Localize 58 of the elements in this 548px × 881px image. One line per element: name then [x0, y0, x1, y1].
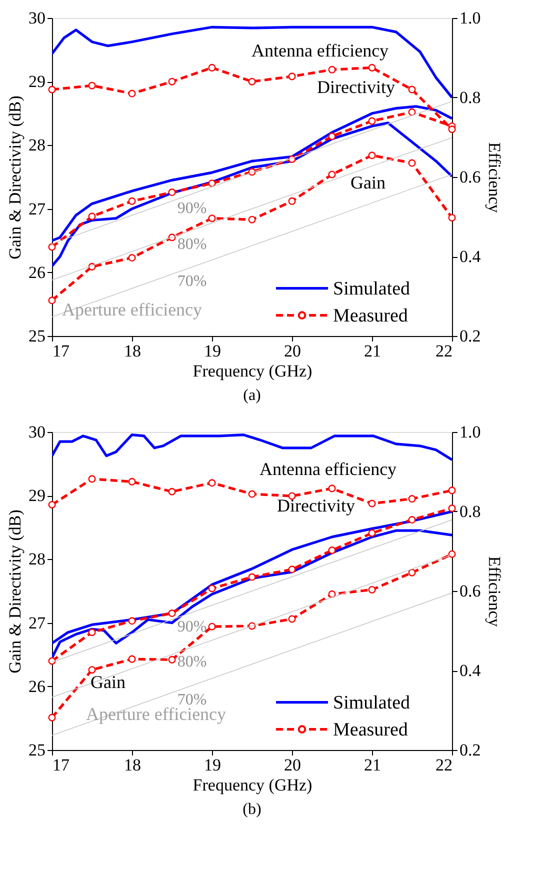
y-axis-title: Gain & Directivity (dB)	[6, 96, 24, 260]
y2-tick-label: 0.6	[460, 168, 481, 186]
y2-axis-title: Efficiency	[484, 556, 504, 628]
y2-tick-label: 0.2	[460, 740, 481, 760]
text: (b)	[242, 801, 262, 818]
y2-tick-label: 0.2	[460, 326, 481, 346]
legend-label: Simulated	[333, 692, 411, 714]
legend-label: Measured	[333, 719, 408, 740]
y2-tick-label: 1.0	[460, 8, 481, 28]
x-tick-label: 17	[52, 756, 70, 774]
y2-tick-label: 0.8	[460, 88, 481, 107]
legend-label: Measured	[333, 305, 408, 326]
annotation: Aperture efficiency	[62, 300, 202, 320]
x-tick-label: 18	[124, 756, 141, 774]
series-label: 70%	[177, 273, 207, 290]
x-axis-title: Frequency (GHz)	[192, 776, 312, 794]
x-tick-label: 22	[436, 756, 452, 774]
annotation: Gain	[90, 672, 126, 692]
y2-tick-label: 1.0	[460, 422, 481, 442]
y-axis-title: Gain & Directivity (dB)	[6, 510, 24, 674]
x-tick-label: 22	[436, 342, 452, 360]
y2-tick-label: 0.8	[460, 502, 481, 521]
x-tick-label: 17	[52, 342, 70, 360]
y-tick-label: 30	[28, 422, 46, 442]
y-tick-label: 28	[28, 136, 46, 155]
x-tick-label: 21	[364, 756, 381, 774]
annotation: Antenna efficiency	[259, 459, 397, 480]
series-label: 90%	[177, 200, 207, 217]
y-tick-label: 30	[28, 8, 46, 28]
annotation: Directivity	[277, 496, 355, 516]
legend-label: Simulated	[333, 278, 411, 300]
y-tick-label: 26	[28, 676, 46, 696]
x-tick-label: 20	[284, 756, 301, 774]
series-label: 90%	[177, 618, 207, 636]
x-tick-label: 19	[204, 342, 221, 360]
x-tick-label: 21	[364, 342, 381, 360]
y-tick-label: 27	[28, 613, 46, 632]
y2-tick-label: 0.4	[460, 247, 482, 266]
y-tick-label: 25	[28, 740, 46, 760]
annotation: Directivity	[317, 76, 395, 97]
y-tick-label: 26	[28, 262, 46, 282]
x-axis-title: Frequency (GHz)	[192, 362, 312, 380]
x-tick-label: 20	[284, 342, 301, 360]
annotation: Antenna efficiency	[251, 40, 389, 60]
series-label: 80%	[177, 653, 207, 670]
annotation: Gain	[350, 172, 386, 192]
y-tick-label: 25	[28, 326, 46, 346]
x-tick-label: 18	[124, 342, 141, 360]
y-tick-label: 27	[28, 199, 46, 218]
text: (a)	[243, 387, 261, 404]
x-tick-label: 19	[204, 756, 221, 774]
y-tick-label: 29	[28, 72, 46, 92]
y-tick-label: 28	[28, 550, 46, 569]
y2-tick-label: 0.4	[460, 661, 482, 680]
y-tick-label: 29	[28, 486, 46, 506]
series-label: 80%	[177, 236, 207, 254]
y2-axis-title: Efficiency	[484, 142, 504, 214]
y2-tick-label: 0.6	[460, 582, 481, 600]
